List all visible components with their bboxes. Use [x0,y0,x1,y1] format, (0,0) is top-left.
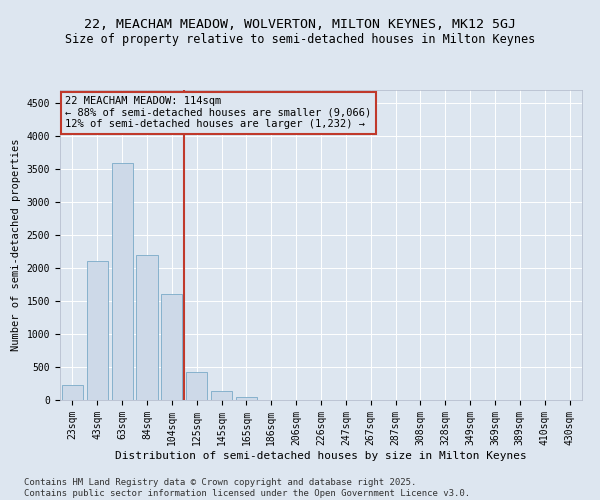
Text: 22, MEACHAM MEADOW, WOLVERTON, MILTON KEYNES, MK12 5GJ: 22, MEACHAM MEADOW, WOLVERTON, MILTON KE… [84,18,516,30]
Text: Size of property relative to semi-detached houses in Milton Keynes: Size of property relative to semi-detach… [65,32,535,46]
Bar [87,262,108,400]
Y-axis label: Number of semi-detached properties: Number of semi-detached properties [11,138,21,351]
Text: Contains HM Land Registry data © Crown copyright and database right 2025.
Contai: Contains HM Land Registry data © Crown c… [24,478,470,498]
Bar [112,162,133,400]
Bar [186,372,207,400]
Bar [62,385,83,400]
Bar [136,255,158,400]
Bar [161,294,182,400]
Bar [211,392,232,400]
X-axis label: Distribution of semi-detached houses by size in Milton Keynes: Distribution of semi-detached houses by … [115,450,527,460]
Text: 22 MEACHAM MEADOW: 114sqm
← 88% of semi-detached houses are smaller (9,066)
12% : 22 MEACHAM MEADOW: 114sqm ← 88% of semi-… [65,96,371,130]
Bar [236,396,257,400]
